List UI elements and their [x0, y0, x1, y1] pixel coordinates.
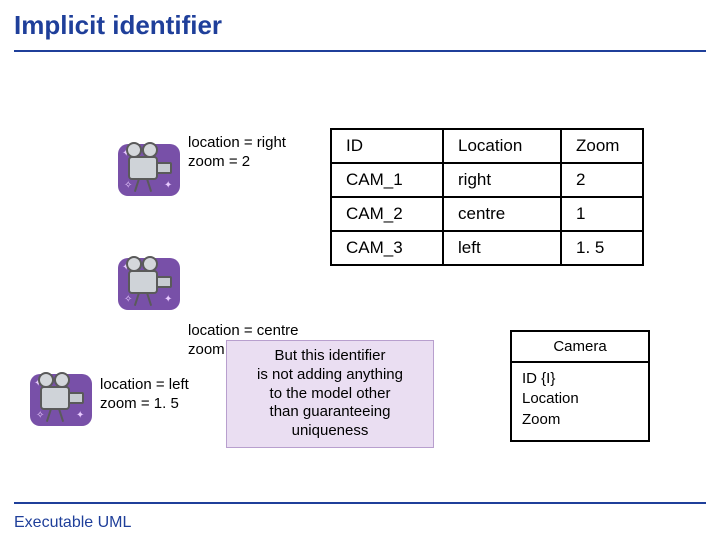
- uml-class-body: ID {I}LocationZoom: [512, 363, 648, 440]
- uml-attr: ID {I}: [522, 369, 638, 389]
- camera-icon: ✦✦✧: [30, 374, 92, 426]
- table-cell: right: [443, 163, 561, 197]
- camera-label: location = right zoom = 2: [188, 134, 286, 172]
- uml-class-title: Camera: [512, 332, 648, 363]
- table-row: CAM_2centre1: [331, 197, 643, 231]
- divider-bottom: [14, 502, 706, 504]
- table-cell: CAM_3: [331, 231, 443, 265]
- table-cell: CAM_2: [331, 197, 443, 231]
- callout-note: But this identifieris not adding anythin…: [226, 340, 434, 448]
- callout-line: But this identifier: [237, 347, 423, 366]
- table-row: CAM_1right2: [331, 163, 643, 197]
- table-row: CAM_3left1. 5: [331, 231, 643, 265]
- table-cell: left: [443, 231, 561, 265]
- uml-attr: Location: [522, 389, 638, 409]
- camera-icon: ✦✦✧: [118, 258, 180, 310]
- camera-icon: ✦✦✧: [118, 144, 180, 196]
- table-header: Zoom: [561, 129, 643, 163]
- footer-text: Executable UML: [14, 514, 131, 532]
- table-cell: CAM_1: [331, 163, 443, 197]
- uml-class-box: CameraID {I}LocationZoom: [510, 330, 650, 442]
- slide-content: ✦✦✧location = right zoom = 2✦✦✧location …: [0, 58, 720, 500]
- callout-line: uniqueness: [237, 422, 423, 441]
- camera-label: location = left zoom = 1. 5: [100, 376, 189, 414]
- table-header: Location: [443, 129, 561, 163]
- uml-attr: Zoom: [522, 410, 638, 430]
- table-cell: 1. 5: [561, 231, 643, 265]
- divider-top: [14, 50, 706, 52]
- table-cell: 1: [561, 197, 643, 231]
- table-header: ID: [331, 129, 443, 163]
- table-cell: 2: [561, 163, 643, 197]
- slide-title: Implicit identifier: [0, 0, 720, 47]
- data-table: IDLocationZoomCAM_1right2CAM_2centre1CAM…: [330, 128, 644, 266]
- callout-line: is not adding anything: [237, 366, 423, 385]
- callout-line: to the model other: [237, 385, 423, 404]
- table-cell: centre: [443, 197, 561, 231]
- callout-line: than guaranteeing: [237, 403, 423, 422]
